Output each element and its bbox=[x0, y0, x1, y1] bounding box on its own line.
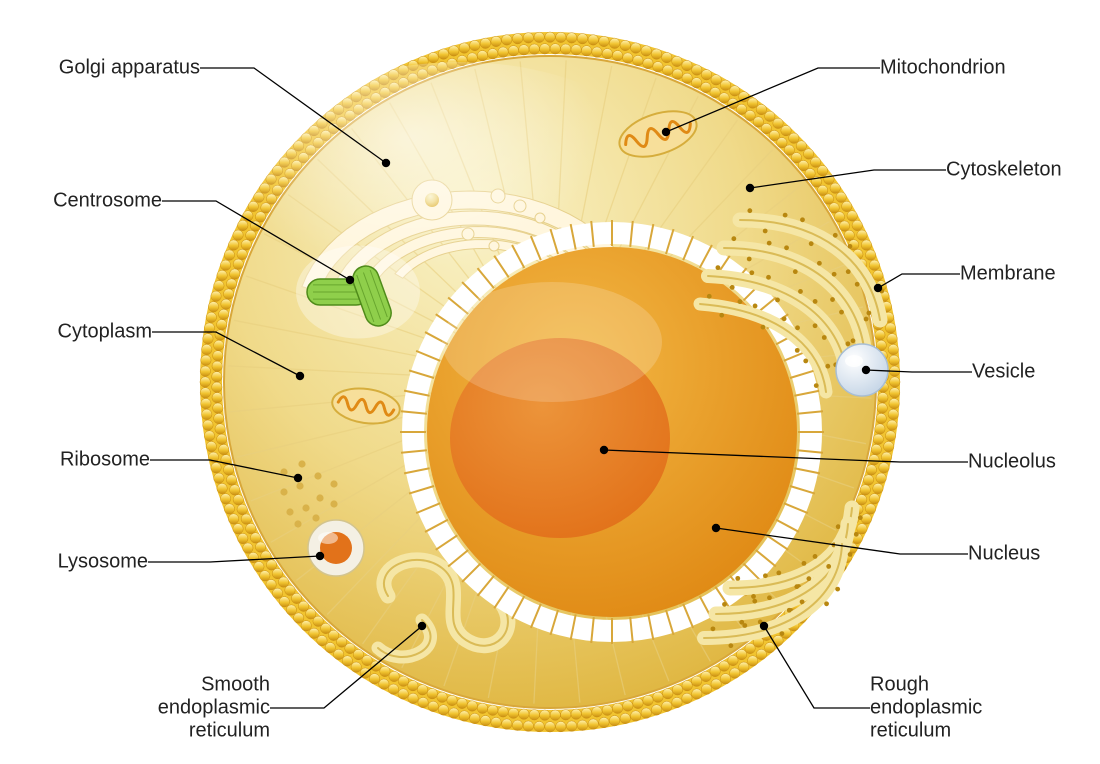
label-centrosome: Centrosome bbox=[53, 190, 162, 213]
label-rough-er: Rough endoplasmic reticulum bbox=[870, 674, 982, 743]
cell-diagram: Golgi apparatus Centrosome Cytoplasm Riboso… bbox=[0, 0, 1100, 764]
label-cytoplasm: Cytoplasm bbox=[58, 321, 152, 344]
label-membrane: Membrane bbox=[960, 263, 1056, 286]
label-golgi: Golgi apparatus bbox=[59, 57, 200, 80]
label-cytoskeleton: Cytoskeleton bbox=[946, 159, 1062, 182]
label-mitochondrion: Mitochondrion bbox=[880, 57, 1006, 80]
label-nucleolus: Nucleolus bbox=[968, 451, 1056, 474]
label-vesicle: Vesicle bbox=[972, 361, 1035, 384]
label-smooth-er: Smooth endoplasmic reticulum bbox=[158, 674, 270, 743]
label-nucleus: Nucleus bbox=[968, 543, 1040, 566]
label-ribosome: Ribosome bbox=[60, 449, 150, 472]
label-lysosome: Lysosome bbox=[58, 551, 148, 574]
